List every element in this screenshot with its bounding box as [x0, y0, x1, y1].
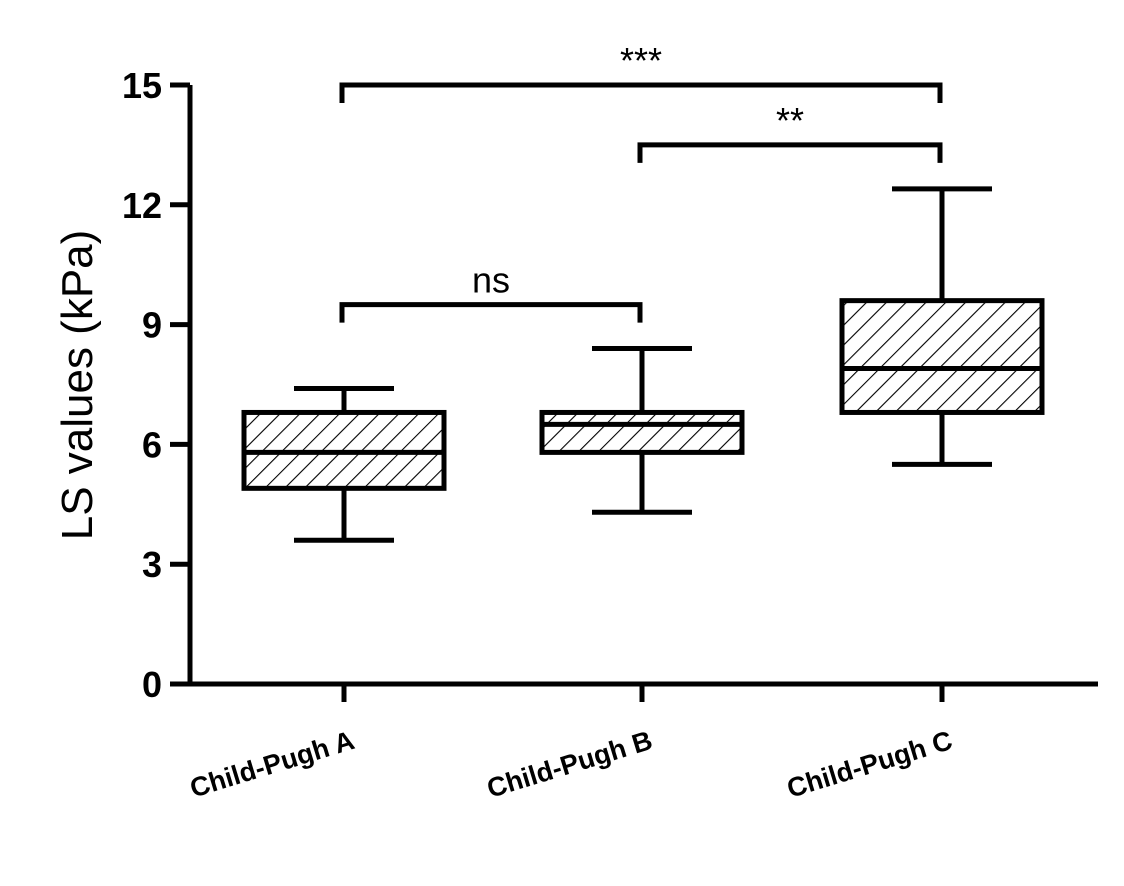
- boxes: [241, 186, 1045, 543]
- iqr-box: [539, 409, 745, 455]
- significance-label: ns: [472, 260, 510, 301]
- x-tick-label: Child-Pugh A: [186, 725, 357, 803]
- y-axis-label: LS values (kPa): [53, 230, 102, 541]
- iqr-box: [839, 298, 1045, 415]
- significance-annotations: ns*****: [339, 40, 943, 323]
- y-tick-label: 9: [142, 305, 162, 346]
- x-tick-label: Child-Pugh C: [783, 725, 955, 804]
- significance-label: ***: [620, 40, 662, 81]
- y-tick-label: 3: [142, 544, 162, 585]
- y-tick-label: 0: [142, 664, 162, 705]
- significance-bracket: [637, 142, 943, 163]
- significance-bracket: [339, 82, 943, 103]
- significance-bracket: [339, 302, 643, 323]
- y-tick-label: 6: [142, 424, 162, 465]
- x-tick-label: Child-Pugh B: [483, 725, 655, 804]
- significance-label: **: [776, 100, 804, 141]
- y-tick-label: 12: [122, 185, 162, 226]
- y-tick-label: 15: [122, 65, 162, 106]
